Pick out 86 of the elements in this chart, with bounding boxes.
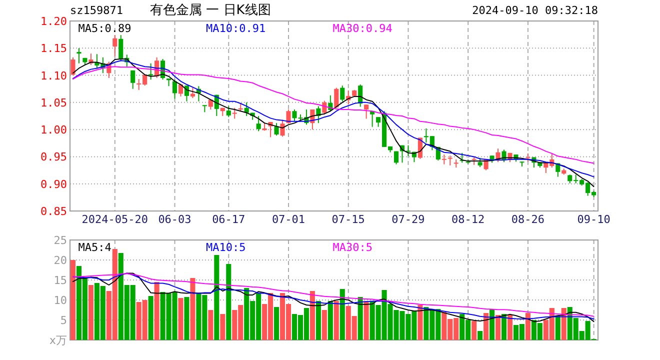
y-tick-label: 5 bbox=[60, 314, 67, 327]
y-tick-label: 15 bbox=[54, 274, 67, 287]
text: sz159871 bbox=[70, 4, 123, 17]
x-tick-label: 2024-05-20 bbox=[82, 213, 148, 226]
bar bbox=[561, 308, 566, 340]
bar bbox=[525, 313, 530, 340]
candlestick bbox=[274, 122, 279, 136]
bar bbox=[418, 305, 423, 340]
candlestick bbox=[256, 116, 261, 132]
bar bbox=[502, 314, 507, 340]
bar bbox=[154, 282, 160, 340]
bar bbox=[148, 296, 154, 340]
y-tick-label: 1.00 bbox=[40, 124, 67, 137]
text: MA10:0.91 bbox=[206, 22, 266, 35]
x-tick-label: 07-29 bbox=[392, 213, 425, 226]
candlestick bbox=[406, 144, 411, 157]
candlestick bbox=[130, 70, 136, 90]
bar bbox=[472, 321, 477, 340]
bar bbox=[190, 278, 196, 340]
text: MA30:5 bbox=[332, 241, 372, 254]
y-tick-label: 1.15 bbox=[40, 42, 67, 56]
bar bbox=[226, 264, 232, 340]
bar bbox=[490, 309, 495, 340]
candlestick bbox=[226, 106, 231, 118]
candlestick bbox=[148, 62, 154, 80]
x-tick-label: 08-26 bbox=[511, 213, 545, 226]
bar bbox=[208, 310, 214, 340]
text: MA30:0.94 bbox=[332, 22, 393, 35]
bar bbox=[358, 297, 363, 340]
y-tick-label: 0.85 bbox=[40, 205, 67, 218]
text: MA10:5 bbox=[206, 241, 246, 254]
bar bbox=[507, 315, 513, 340]
x-tick-label: 06-03 bbox=[158, 213, 192, 226]
y-tick-label: 1.10 bbox=[40, 69, 67, 82]
candlestick bbox=[394, 150, 399, 165]
bar bbox=[484, 313, 489, 340]
candlestick bbox=[286, 108, 291, 124]
bar bbox=[322, 310, 327, 340]
bar bbox=[220, 314, 226, 340]
y-tick-label: 25 bbox=[54, 234, 67, 247]
bar bbox=[334, 301, 339, 340]
x-tick-label: 06-17 bbox=[212, 213, 246, 226]
x-tick-label: 07-01 bbox=[272, 213, 306, 226]
bar bbox=[496, 315, 501, 340]
candlestick bbox=[478, 157, 482, 168]
candlestick bbox=[502, 149, 506, 163]
x-tick-label: 09-10 bbox=[577, 213, 610, 226]
y-tick-label: 1.05 bbox=[40, 96, 67, 110]
chart-title: 有色金属 一 日K线图 bbox=[150, 3, 271, 18]
candlestick bbox=[232, 107, 237, 120]
bar bbox=[184, 297, 190, 340]
candlestick bbox=[334, 87, 339, 108]
candlestick bbox=[172, 79, 178, 100]
y-tick-label: x万 bbox=[49, 334, 67, 347]
candlestick bbox=[70, 56, 76, 76]
y-tick-label: 0.90 bbox=[40, 178, 67, 191]
candlestick bbox=[442, 154, 446, 165]
bar bbox=[364, 301, 369, 340]
candlestick bbox=[112, 34, 118, 57]
candlestick bbox=[280, 119, 285, 138]
bar bbox=[88, 285, 94, 340]
text: 2024-09-10 09:32:18 bbox=[472, 4, 598, 17]
x-tick-label: 07-15 bbox=[332, 213, 365, 226]
bar bbox=[310, 291, 315, 340]
y-tick-label: 1.20 bbox=[40, 15, 67, 28]
y-tick-label: 10 bbox=[54, 294, 67, 307]
candlestick bbox=[556, 162, 560, 178]
bar bbox=[328, 301, 333, 340]
text: MA5:4 bbox=[78, 241, 112, 254]
candlestick bbox=[364, 104, 369, 120]
candlestick bbox=[190, 87, 195, 99]
y-tick-label: 20 bbox=[54, 254, 67, 267]
bar bbox=[478, 331, 483, 340]
y-tick-label: 0.95 bbox=[40, 150, 67, 164]
candlestick bbox=[448, 155, 452, 166]
text: MA5:0.89 bbox=[78, 22, 132, 35]
candlestick bbox=[340, 85, 345, 102]
x-tick-label: 08-12 bbox=[452, 213, 485, 226]
bar bbox=[178, 298, 184, 340]
bar bbox=[340, 289, 345, 340]
bar bbox=[214, 255, 220, 340]
bar bbox=[70, 260, 76, 340]
bar bbox=[274, 307, 280, 340]
bar bbox=[316, 301, 321, 340]
candlestick bbox=[76, 48, 82, 64]
bar bbox=[555, 316, 560, 340]
